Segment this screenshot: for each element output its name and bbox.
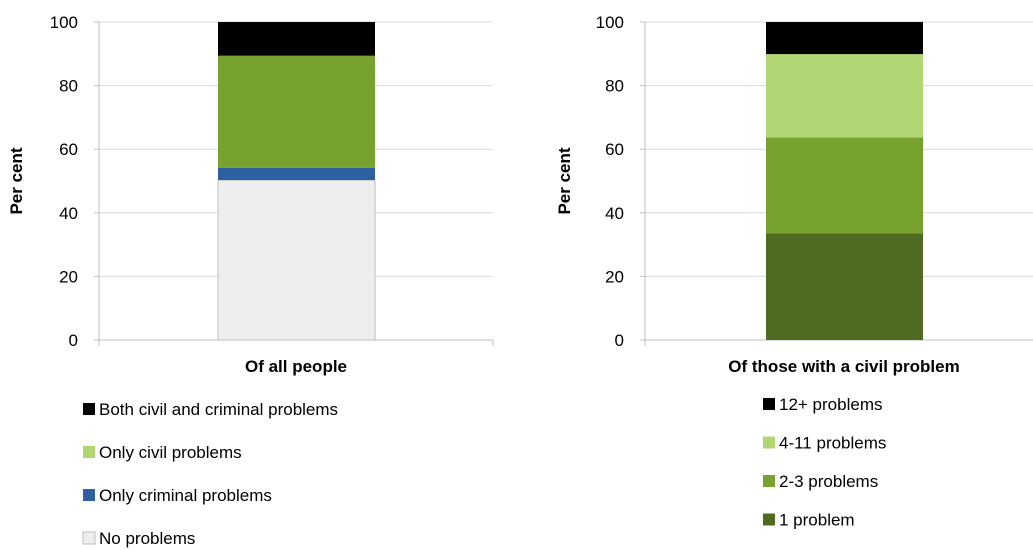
legend-swatch: [82, 531, 96, 545]
bar-segment-both-civil-and-criminal-problems: [218, 22, 375, 56]
y-tick-label: 80: [59, 77, 78, 96]
legend-swatch: [763, 398, 775, 410]
legend-label: No problems: [99, 529, 195, 548]
bar-segment-only-criminal-problems: [218, 167, 375, 181]
y-tick-label: 20: [59, 267, 78, 286]
chart-2: 0 20 40 60 80 100 Per cent Of those with a civi…: [555, 13, 1033, 530]
bar-segment-2-3-problems: [766, 137, 923, 234]
legend-label: 1 problem: [779, 511, 855, 530]
x-category-label: Of all people: [245, 357, 347, 376]
bar-segment-only-civil-problems: [218, 55, 375, 168]
legend: Both civil and criminal problems Only civ…: [82, 400, 338, 548]
y-tick-label: 40: [605, 204, 624, 223]
legend-swatch: [83, 403, 95, 415]
y-tick-label: 100: [596, 13, 624, 32]
y-tick-label: 40: [59, 204, 78, 223]
legend: 12+ problems 4-11 problems 2-3 problems 1 p…: [763, 395, 886, 530]
bar-segment-4-11-problems: [766, 54, 923, 138]
y-tick-label: 0: [615, 331, 624, 350]
legend-label: 12+ problems: [779, 395, 882, 414]
legend-label: 2-3 problems: [779, 472, 878, 491]
bar-segment-no-problems: [217, 179, 376, 341]
legend-swatch: [83, 446, 95, 458]
bar-segment-12-problems: [766, 22, 923, 55]
y-tick-label: 60: [605, 140, 624, 159]
y-axis-label: Per cent: [555, 147, 574, 214]
legend-label: Both civil and criminal problems: [99, 400, 338, 419]
legend-swatch: [763, 513, 775, 526]
chart-1: 0 20 40 60 80 100 Per cent Of all people Both ci…: [7, 13, 494, 548]
x-category-label: Of those with a civil problem: [728, 357, 959, 376]
legend-label: Only criminal problems: [99, 486, 272, 505]
y-tick-label: 0: [69, 331, 78, 350]
y-tick-label: 60: [59, 140, 78, 159]
bar-segment-1-problem: [766, 233, 923, 340]
y-tick-label: 20: [605, 267, 624, 286]
y-tick-label: 80: [605, 77, 624, 96]
legend-swatch: [763, 475, 775, 487]
y-tick-label: 100: [50, 13, 78, 32]
legend-swatch: [763, 436, 775, 449]
legend-swatch: [83, 489, 95, 501]
legend-label: 4-11 problems: [779, 434, 886, 453]
y-axis-label: Per cent: [7, 147, 26, 214]
legend-label: Only civil problems: [99, 443, 242, 462]
